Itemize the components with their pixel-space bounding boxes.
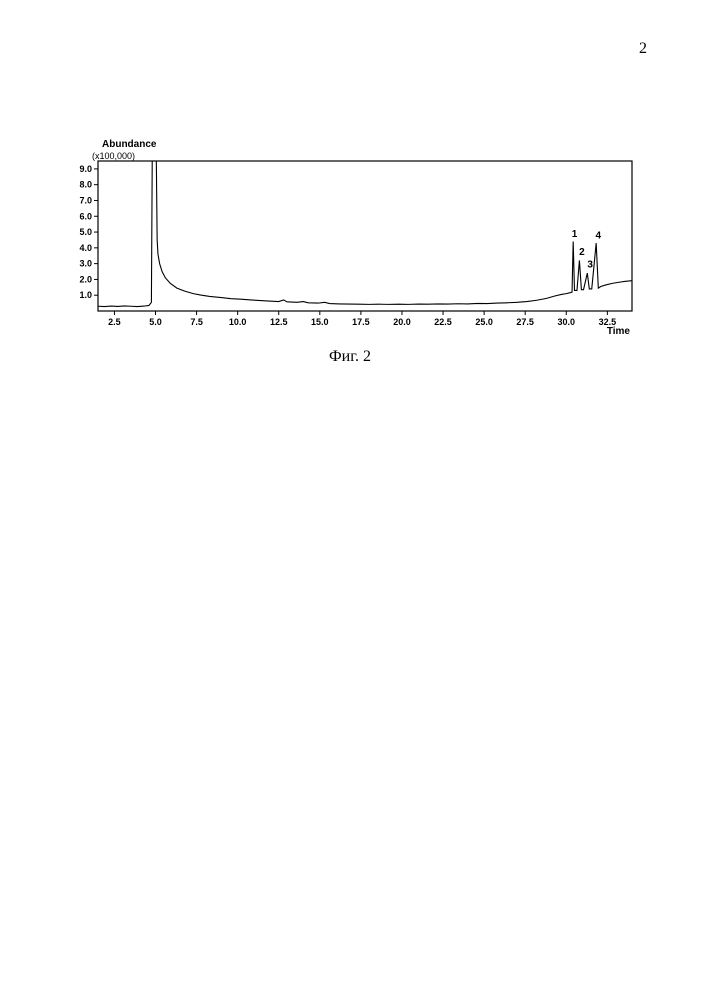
svg-text:Abundance: Abundance (102, 139, 157, 150)
page-number: 2 (639, 40, 647, 58)
svg-text:3.0: 3.0 (79, 259, 92, 269)
svg-text:4: 4 (596, 230, 602, 241)
svg-text:6.0: 6.0 (79, 211, 92, 221)
svg-text:8.0: 8.0 (79, 180, 92, 190)
svg-text:20.0: 20.0 (393, 317, 411, 327)
svg-text:1: 1 (572, 229, 578, 240)
chromatogram-chart: Abundance(x100,000) 1.0 2.0 3.0 4.0 5.0 6.0 7.0… (60, 135, 640, 366)
svg-text:25.0: 25.0 (475, 317, 493, 327)
svg-text:(x100,000): (x100,000) (92, 151, 135, 161)
chart-svg: Abundance(x100,000) 1.0 2.0 3.0 4.0 5.0 6.0 7.0… (60, 135, 640, 335)
svg-text:5.0: 5.0 (79, 227, 92, 237)
svg-text:9.0: 9.0 (79, 164, 92, 174)
svg-text:5.0: 5.0 (149, 317, 162, 327)
svg-text:2.0: 2.0 (79, 274, 92, 284)
svg-text:7.0: 7.0 (79, 195, 92, 205)
svg-text:2: 2 (579, 247, 585, 258)
figure-caption: Фиг. 2 (60, 348, 640, 366)
svg-text:10.0: 10.0 (229, 317, 247, 327)
svg-text:22.5: 22.5 (434, 317, 452, 327)
svg-text:7.5: 7.5 (190, 317, 203, 327)
svg-text:3: 3 (587, 260, 593, 271)
svg-text:27.5: 27.5 (516, 317, 534, 327)
svg-text:4.0: 4.0 (79, 243, 92, 253)
svg-text:Time: Time (607, 326, 631, 335)
svg-text:17.5: 17.5 (352, 317, 370, 327)
svg-text:12.5: 12.5 (270, 317, 288, 327)
svg-text:30.0: 30.0 (558, 317, 576, 327)
svg-text:15.0: 15.0 (311, 317, 329, 327)
svg-text:2.5: 2.5 (108, 317, 121, 327)
svg-text:1.0: 1.0 (79, 290, 92, 300)
